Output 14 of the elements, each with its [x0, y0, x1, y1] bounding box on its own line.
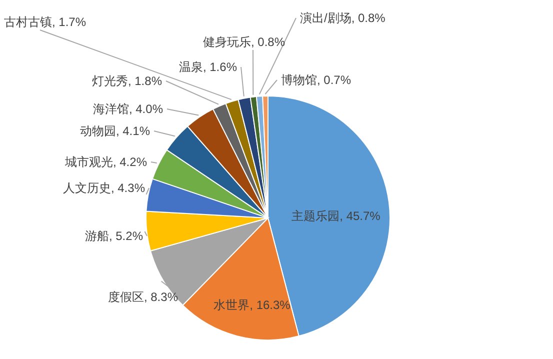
slice-label: 水世界, 16.3% — [214, 298, 291, 312]
slice-label: 城市观光, 4.2% — [64, 155, 148, 169]
slice-label: 度假区, 8.3% — [108, 290, 178, 304]
slice-label: 灯光秀, 1.8% — [92, 74, 162, 88]
slice-label: 博物馆, 0.7% — [281, 73, 352, 87]
slice-label: 海洋馆, 4.0% — [92, 102, 164, 116]
slice-label: 古村古镇, 1.7% — [4, 15, 86, 29]
slice-label: 动物园, 4.1% — [80, 124, 150, 138]
slice-label: 主题乐园, 45.7% — [292, 209, 381, 223]
slice-label: 健身玩乐, 0.8% — [202, 35, 286, 49]
slice-label: 游船, 5.2% — [84, 229, 144, 243]
slice-label: 温泉, 1.6% — [178, 60, 238, 74]
slice-label: 人文历史, 4.3% — [62, 181, 146, 195]
slice-label: 演出/剧场, 0.8% — [300, 11, 386, 25]
